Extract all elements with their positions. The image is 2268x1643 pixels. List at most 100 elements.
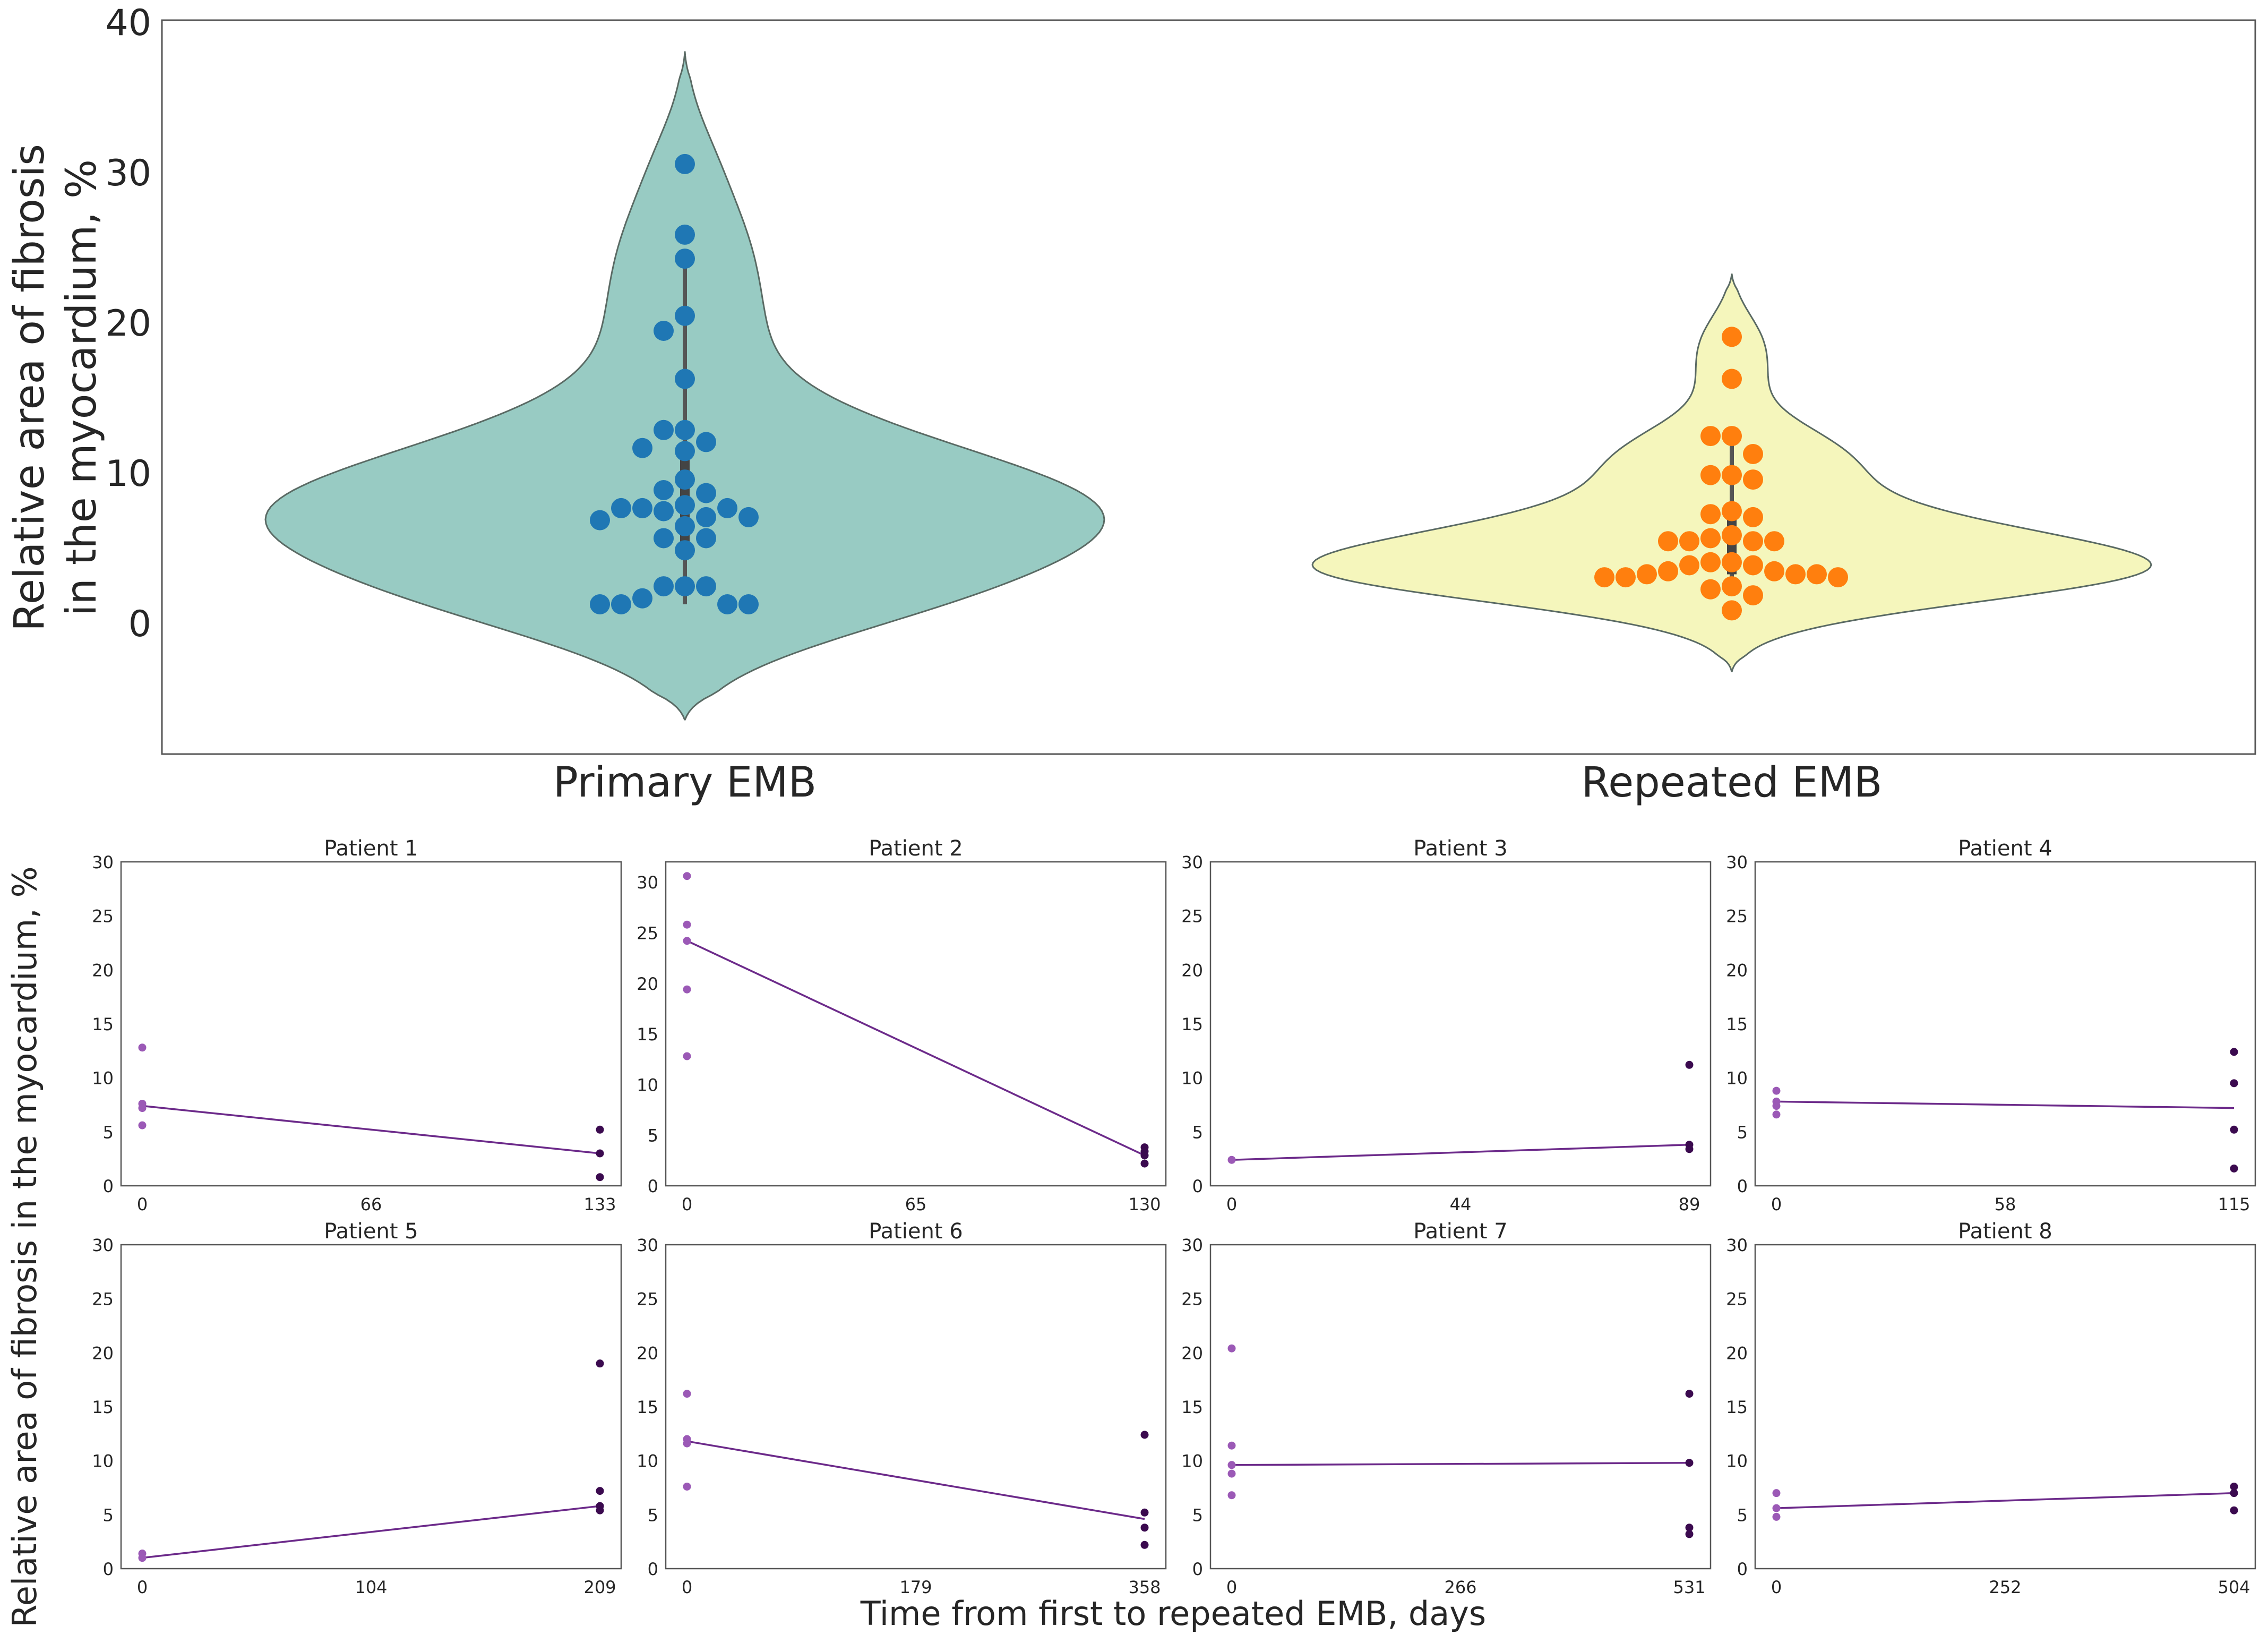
swarm-point-repeated [1616,567,1636,587]
patient-repeated-emb-point [2230,1126,2238,1134]
patient-first-emb-point [1773,1110,1781,1118]
patient-panel-y-tick: 5 [1737,1505,1748,1525]
patient-panel-y-tick: 15 [1726,1397,1748,1417]
patient-panel-y-tick: 30 [637,872,658,893]
violin-x-label-primary: Primary EMB [553,759,817,807]
patient-panel-y-tick: 5 [103,1505,114,1525]
swarm-point-primary [675,420,695,440]
patient-panel-y-tick: 10 [637,1075,658,1095]
patient-panel-y-tick: 20 [637,974,658,994]
patient-panel-x-tick: 0 [682,1194,692,1214]
swarm-point-primary [696,507,716,527]
swarm-point-repeated [1722,600,1742,620]
swarm-point-repeated [1637,564,1657,584]
patient-first-emb-point [683,1483,691,1491]
patient-repeated-emb-point [2230,1507,2238,1514]
patient-panel-y-tick: 0 [648,1559,658,1579]
patient-panel-y-tick: 0 [1192,1176,1203,1196]
patient-repeated-emb-point [1686,1530,1694,1538]
swarm-point-primary [632,588,652,609]
patient-panel-y-tick: 15 [637,1397,658,1417]
swarm-point-repeated [1700,504,1721,524]
patient-repeated-emb-point [2230,1048,2238,1056]
swarm-point-repeated [1743,444,1763,464]
swarm-point-repeated [1743,555,1763,576]
patient-panel-y-tick: 10 [1181,1451,1203,1471]
patient-panel-y-tick: 20 [92,1343,114,1363]
swarm-point-primary [654,576,674,596]
violin-y-label-line-1: Relative area of fibrosis [6,144,54,631]
patient-first-emb-point [1228,1442,1236,1450]
swarm-point-repeated [1722,525,1742,545]
patient-panel-y-tick: 5 [648,1505,658,1525]
patient-panel-y-tick: 25 [1181,1289,1203,1310]
swarm-point-primary [675,369,695,389]
patient-panel-title: Patient 2 [869,836,963,861]
patient-first-emb-point [1773,1513,1781,1521]
violin-y-tick-40: 40 [105,2,151,44]
patient-panel-y-tick: 10 [92,1451,114,1471]
patient-panel-x-tick: 0 [1771,1194,1782,1214]
patient-panel-y-tick: 30 [92,1235,114,1255]
patient-panel-y-tick: 15 [1726,1014,1748,1034]
patient-repeated-emb-point [2230,1489,2238,1497]
patient-panel-y-tick: 0 [648,1176,658,1196]
swarm-point-primary [717,498,737,518]
patient-panel-x-tick: 0 [1226,1194,1237,1214]
patient-panel-y-tick: 25 [1181,906,1203,927]
patient-panel-y-tick: 0 [1737,1559,1748,1579]
swarm-point-repeated [1700,465,1721,485]
panels-shared-x-label: Time from first to repeated EMB, days [860,1594,1486,1633]
patient-panel-y-tick: 20 [92,960,114,980]
patient-panel-y-tick: 15 [1181,1014,1203,1034]
patient-panel-y-tick: 30 [1181,1235,1203,1255]
swarm-point-primary [654,321,674,341]
patient-panel-x-tick: 89 [1679,1194,1700,1214]
patient-panel-title: Patient 6 [869,1219,963,1244]
patient-repeated-emb-point [1141,1509,1149,1517]
swarm-point-primary [632,498,652,518]
patient-panel-y-tick: 10 [92,1068,114,1089]
patient-repeated-emb-point [1141,1431,1149,1439]
swarm-point-repeated [1594,567,1614,587]
violin-x-label-repeated: Repeated EMB [1582,759,1883,807]
swarm-point-primary [675,154,695,174]
patient-panel-y-tick: 0 [1737,1176,1748,1196]
patient-panel-x-tick: 209 [583,1577,616,1597]
swarm-point-repeated [1700,528,1721,549]
patient-panel-y-tick: 20 [1726,960,1748,980]
patient-panel-x-tick: 0 [137,1194,148,1214]
patient-first-emb-point [139,1554,147,1562]
patient-first-emb-point [683,921,691,929]
swarm-point-primary [696,576,716,596]
patient-first-emb-point [139,1122,147,1129]
swarm-point-repeated [1828,567,1848,587]
swarm-point-repeated [1743,469,1763,490]
patient-repeated-emb-point [596,1487,604,1495]
patient-repeated-emb-point [1141,1160,1149,1168]
panels-shared-y-label: Relative area of fibrosis in the myocard… [5,867,44,1628]
patient-first-emb-point [1228,1491,1236,1499]
patient-panel-y-tick: 5 [1192,1505,1203,1525]
swarm-point-primary [738,594,759,614]
swarm-point-primary [675,225,695,245]
swarm-point-primary [675,516,695,536]
swarm-point-repeated [1722,327,1742,347]
patient-panel-y-tick: 30 [1726,1235,1748,1255]
patient-panel-y-tick: 20 [1181,960,1203,980]
patient-panel-y-tick: 20 [1181,1343,1203,1363]
patient-panel-y-tick: 5 [1737,1122,1748,1142]
swarm-point-primary [654,420,674,440]
swarm-point-repeated [1722,426,1742,446]
figure: 0 10 20 30 40 Relative area of fibrosis in t… [0,0,2268,1643]
patient-panel-y-tick: 30 [637,1235,658,1255]
swarm-point-repeated [1722,369,1742,389]
patient-panel-y-tick: 5 [103,1122,114,1142]
patient-first-emb-point [1228,1345,1236,1353]
patient-panel-y-tick: 10 [1726,1068,1748,1089]
swarm-point-primary [675,495,695,515]
swarm-point-primary [632,438,652,458]
patient-repeated-emb-point [2230,1165,2238,1173]
patient-panel-x-tick: 0 [682,1577,692,1597]
violin-y-tick-0: 0 [128,603,151,645]
